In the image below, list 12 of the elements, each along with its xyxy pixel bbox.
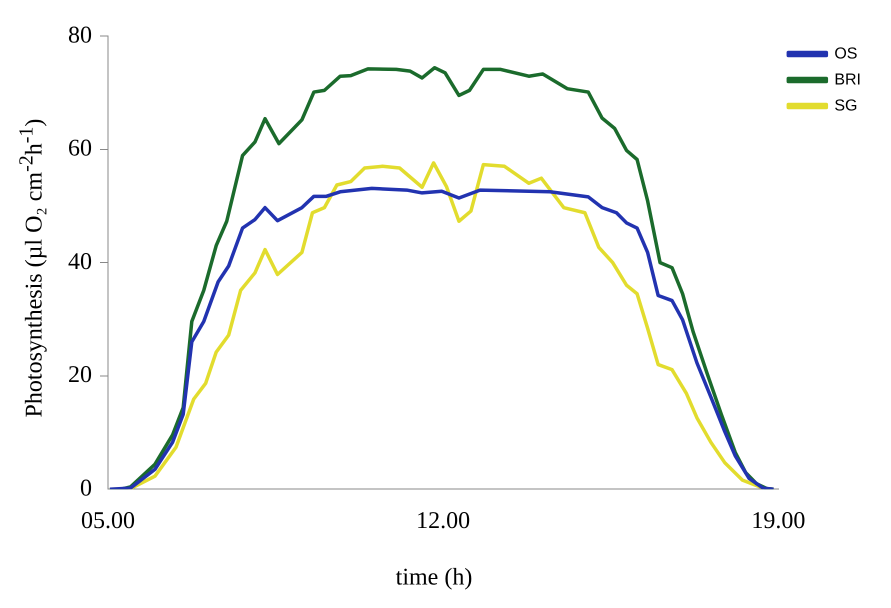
y-tick-label: 40 xyxy=(68,248,92,275)
legend-label: OS xyxy=(834,45,858,62)
legend-label: BRI xyxy=(834,71,861,88)
x-tick-label: 05.00 xyxy=(81,508,135,534)
legend-label: SG xyxy=(834,97,858,114)
y-tick-label: 60 xyxy=(68,136,92,162)
y-tick-label: 80 xyxy=(68,22,92,48)
y-tick-label: 0 xyxy=(80,475,92,502)
x-axis-title: time (h) xyxy=(396,564,472,592)
y-tick-label: 20 xyxy=(68,362,92,388)
x-tick-label: 12.00 xyxy=(416,508,470,534)
x-tick-label: 19.00 xyxy=(751,508,806,534)
